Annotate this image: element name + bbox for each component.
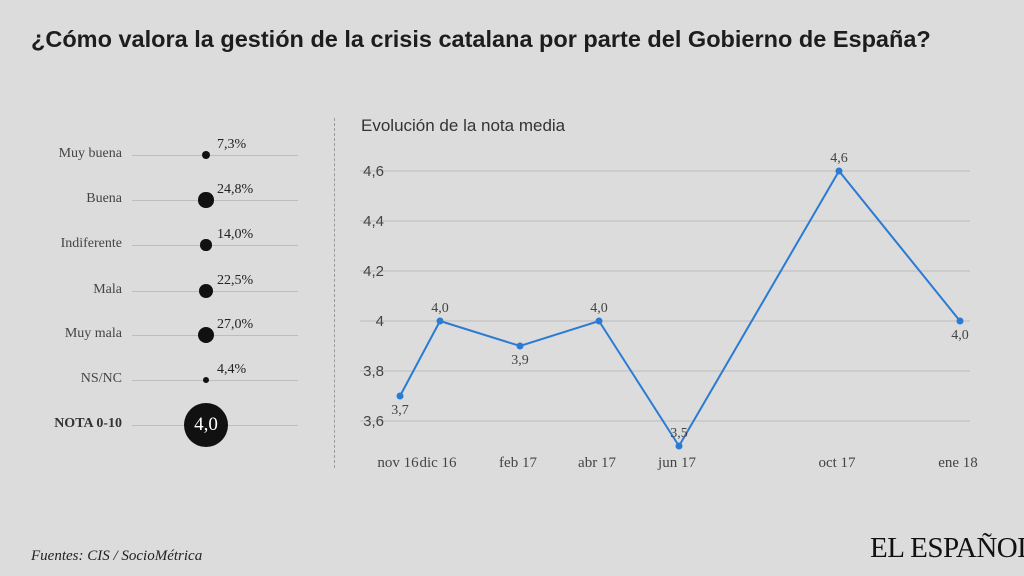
rating-value: 14,0%: [217, 227, 254, 242]
rating-label: Muy buena: [58, 146, 122, 161]
data-point: [396, 392, 404, 400]
rating-label: Buena: [86, 191, 122, 206]
rating-label: Mala: [93, 282, 122, 297]
data-point: [436, 317, 444, 325]
rating-dot: [202, 376, 210, 384]
x-tick-label: dic 16: [419, 455, 457, 471]
rating-value: 27,0%: [217, 317, 254, 332]
rating-label: Indiferente: [60, 236, 122, 251]
rating-dot: [198, 327, 214, 343]
data-label: 3,7: [391, 403, 409, 418]
y-tick-label: 4: [376, 313, 384, 330]
x-tick-label: oct 17: [818, 455, 856, 471]
rating-dot: [198, 192, 214, 208]
rating-line: [132, 155, 298, 156]
page-title: ¿Cómo valora la gestión de la crisis cat…: [31, 26, 931, 52]
y-tick-label: 4,2: [363, 263, 384, 280]
rating-dot: [198, 283, 214, 299]
rating-line: [132, 245, 298, 246]
rating-value: 4,4%: [217, 362, 247, 377]
source-note: Fuentes: CIS / SocioMétrica: [31, 548, 203, 564]
rating-row: Buena 24,8%: [0, 182, 300, 246]
rating-row: Muy mala 27,0%: [0, 317, 300, 381]
data-label: 3,9: [511, 353, 529, 368]
x-tick-label: feb 17: [499, 455, 537, 471]
el-espanol-logo: EL ESPAÑOL: [870, 532, 1024, 564]
data-label: 4,0: [951, 328, 969, 343]
nota-circle: 4,0: [184, 403, 228, 447]
rating-row: Mala 22,5%: [0, 273, 300, 337]
data-label: 4,6: [830, 151, 848, 166]
rating-row: NS/NC 4,4%: [0, 362, 300, 426]
divider: [334, 118, 335, 468]
data-point: [835, 167, 843, 175]
rating-line: [132, 335, 298, 336]
series-line: [399, 169, 961, 448]
data-label: 3,5: [670, 426, 688, 441]
data-point: [595, 317, 603, 325]
chart-title: Evolución de la nota media: [361, 116, 566, 135]
rating-label: Muy mala: [64, 326, 122, 341]
y-tick-label: 4,4: [363, 213, 384, 230]
rating-row: Indiferente 14,0%: [0, 227, 300, 291]
data-point: [516, 342, 524, 350]
rating-dot: [201, 150, 211, 160]
x-tick-label: jun 17: [657, 455, 696, 471]
y-tick-label: 4,6: [363, 163, 384, 180]
rating-value: 7,3%: [217, 137, 247, 152]
y-tick-label: 3,8: [363, 363, 384, 380]
rating-line: [132, 200, 298, 201]
data-label: 4,0: [431, 301, 449, 316]
nota-row: NOTA 0-10 4,0: [0, 403, 300, 471]
data-point: [956, 317, 964, 325]
rating-label: NS/NC: [80, 371, 122, 386]
rating-line: [132, 380, 298, 381]
y-tick-label: 3,6: [363, 413, 384, 430]
rating-value: 24,8%: [217, 182, 254, 197]
x-tick-label: nov 16: [377, 455, 419, 471]
data-label: 4,0: [590, 301, 608, 316]
x-tick-label: ene 18: [938, 455, 978, 471]
rating-row: Muy buena 7,3%: [0, 137, 300, 201]
rating-value: 22,5%: [217, 273, 254, 288]
data-point: [675, 442, 683, 450]
x-tick-label: abr 17: [578, 455, 616, 471]
rating-dot: [200, 239, 212, 251]
nota-label: NOTA 0-10: [54, 416, 122, 431]
rating-line: [132, 291, 298, 292]
